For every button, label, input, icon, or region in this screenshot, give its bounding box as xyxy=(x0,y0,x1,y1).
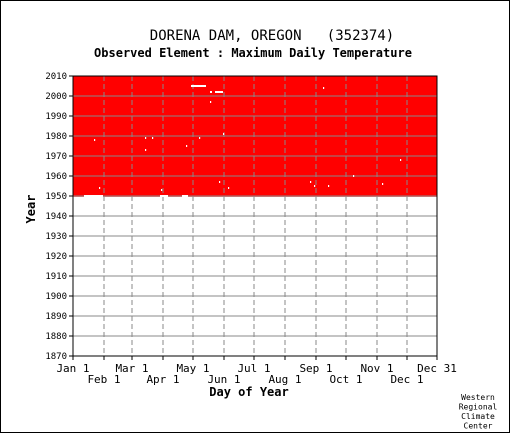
missing-data-mark xyxy=(210,91,212,93)
x-tick-label-lower: Aug 1 xyxy=(268,373,301,386)
missing-data-mark xyxy=(310,181,312,183)
missing-data-mark xyxy=(160,195,168,197)
missing-data-mark xyxy=(94,139,96,141)
missing-data-mark xyxy=(382,183,384,185)
x-tick-label-upper: Mar 1 xyxy=(115,362,148,375)
y-tick-label: 1960 xyxy=(45,172,67,182)
x-tick-label-lower: Jun 1 xyxy=(207,373,240,386)
y-axis-ticks: 1870 1880 1890 1900 1910 1920 1930 1940 1950 1960… xyxy=(45,72,73,362)
y-tick-label: 1920 xyxy=(45,252,67,262)
y-tick-label: 1940 xyxy=(45,212,67,222)
credit-line: Western xyxy=(461,393,495,402)
missing-data-mark xyxy=(161,189,163,191)
missing-data-mark xyxy=(219,181,221,183)
x-tick-label-upper: May 1 xyxy=(176,362,209,375)
y-tick-label: 1980 xyxy=(45,132,67,142)
x-tick-label-upper: Sep 1 xyxy=(299,362,332,375)
missing-data-mark xyxy=(145,137,147,139)
y-tick-label: 2010 xyxy=(45,72,67,82)
missing-data-marks xyxy=(84,85,402,197)
missing-data-mark xyxy=(210,101,212,103)
missing-data-mark xyxy=(199,137,201,139)
y-tick-label: 1890 xyxy=(45,312,67,322)
missing-data-mark xyxy=(400,159,402,161)
x-tick-label-upper: Jan 1 xyxy=(56,362,89,375)
missing-data-mark xyxy=(152,137,154,139)
x-tick-label-lower: Apr 1 xyxy=(146,373,179,386)
missing-data-mark xyxy=(323,87,325,89)
missing-data-mark xyxy=(182,195,188,197)
chart-title: DORENA DAM, OREGON (352374) xyxy=(150,28,394,44)
x-axis-label: Day of Year xyxy=(209,385,288,399)
missing-data-mark xyxy=(328,185,330,187)
missing-data-mark xyxy=(353,175,355,177)
credit-line: Center xyxy=(464,422,493,431)
y-tick-label: 1910 xyxy=(45,272,67,282)
y-tick-label: 1970 xyxy=(45,152,67,162)
y-axis-label: Year xyxy=(24,195,38,224)
missing-data-mark xyxy=(215,91,223,93)
y-tick-label: 1870 xyxy=(45,352,67,362)
y-tick-label: 1950 xyxy=(45,192,67,202)
credit-line: Regional xyxy=(459,403,498,412)
chart-subtitle: Observed Element : Maximum Daily Tempera… xyxy=(94,46,412,60)
missing-data-mark xyxy=(223,133,225,135)
x-axis-ticks: Jan 1 Mar 1 May 1 Jul 1 Sep 1 Nov 1 Dec 31 Feb … xyxy=(56,356,457,386)
x-tick-label-upper: Dec 31 xyxy=(417,362,457,375)
x-tick-label-lower: Oct 1 xyxy=(329,373,362,386)
y-tick-label: 1930 xyxy=(45,232,67,242)
y-tick-label: 2000 xyxy=(45,92,67,102)
missing-data-mark xyxy=(186,145,188,147)
x-tick-label-upper: Nov 1 xyxy=(360,362,393,375)
missing-data-mark xyxy=(314,185,316,187)
missing-data-mark xyxy=(84,195,103,197)
x-tick-label-upper: Jul 1 xyxy=(237,362,270,375)
missing-data-mark xyxy=(99,187,101,189)
y-tick-label: 1880 xyxy=(45,332,67,342)
x-tick-label-lower: Dec 1 xyxy=(390,373,423,386)
y-tick-label: 1900 xyxy=(45,292,67,302)
y-tick-label: 1990 xyxy=(45,112,67,122)
missing-data-mark xyxy=(191,85,206,87)
credit-line: Climate xyxy=(461,412,495,421)
missing-data-mark xyxy=(145,149,147,151)
grid xyxy=(73,76,437,356)
missing-data-mark xyxy=(228,187,230,189)
x-tick-label-lower: Feb 1 xyxy=(87,373,120,386)
